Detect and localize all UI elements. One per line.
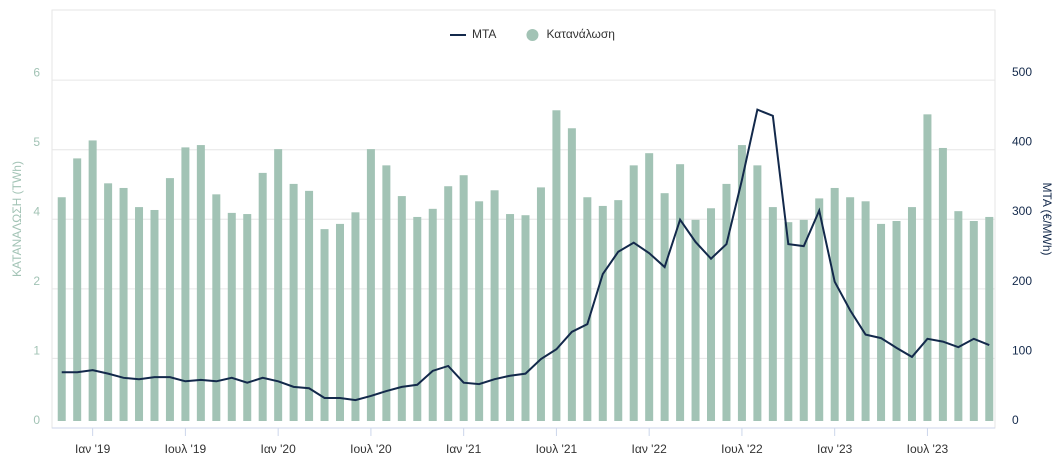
bar xyxy=(119,187,128,421)
y2-tick-label: 300 xyxy=(1012,204,1032,218)
bar xyxy=(737,145,746,422)
bar xyxy=(722,183,731,421)
bar xyxy=(135,207,144,421)
bar xyxy=(444,186,453,421)
bar xyxy=(428,208,437,421)
y-tick-label: 2 xyxy=(33,274,40,288)
bar xyxy=(861,201,870,421)
y-tick-label: 1 xyxy=(33,344,40,358)
x-tick-label: Ιαν '19 xyxy=(75,442,111,456)
bar xyxy=(305,190,314,421)
bar xyxy=(799,219,808,421)
x-tick-label: Ιουλ '23 xyxy=(907,442,949,456)
bar xyxy=(877,223,886,421)
x-tick-label: Ιουλ '21 xyxy=(536,442,578,456)
bar xyxy=(521,215,530,421)
bar xyxy=(707,208,716,421)
x-tick-label: Ιουλ '19 xyxy=(165,442,207,456)
bar xyxy=(676,164,685,422)
legend-label: Κατανάλωση xyxy=(546,27,615,41)
bar xyxy=(397,196,406,421)
x-tick-label: Ιαν '22 xyxy=(632,442,668,456)
bar xyxy=(243,214,252,421)
bar xyxy=(660,193,669,421)
bar xyxy=(475,201,484,421)
x-tick-label: Ιαν '23 xyxy=(817,442,853,456)
bar xyxy=(954,211,963,421)
bar xyxy=(320,229,329,421)
bar xyxy=(583,197,592,421)
bar xyxy=(567,128,576,421)
bar xyxy=(57,197,66,421)
bar xyxy=(335,223,344,421)
bar xyxy=(258,172,267,421)
bar xyxy=(815,198,824,421)
bar xyxy=(753,165,762,421)
x-tick-label: Ιουλ '20 xyxy=(350,442,392,456)
y2-tick-label: 400 xyxy=(1012,135,1032,149)
x-tick-label: Ιουλ '22 xyxy=(721,442,763,456)
y-axis-title: ΚΑΤΑΝΑΛΩΣΗ (TWh) xyxy=(10,161,24,277)
bar xyxy=(614,200,623,421)
x-tick-label: Ιαν '20 xyxy=(261,442,297,456)
bar xyxy=(459,175,468,421)
bar xyxy=(923,114,932,421)
bar xyxy=(969,221,978,421)
bar xyxy=(351,212,360,421)
bar xyxy=(598,205,607,421)
y2-axis-title: MTA (€/MWh) xyxy=(1040,182,1054,255)
bar xyxy=(985,216,994,421)
bar xyxy=(506,214,515,421)
bar xyxy=(645,153,654,421)
y-tick-label: 6 xyxy=(33,65,40,79)
bar xyxy=(196,145,205,422)
bar xyxy=(382,165,391,421)
bar xyxy=(104,183,113,421)
bar xyxy=(552,110,561,421)
bar xyxy=(536,187,545,421)
bar xyxy=(938,147,947,421)
bar xyxy=(212,194,221,421)
bar xyxy=(274,149,283,421)
bar xyxy=(784,222,793,421)
bar xyxy=(830,187,839,421)
bar xyxy=(165,178,174,421)
bar xyxy=(413,216,422,421)
bar xyxy=(907,207,916,421)
y2-tick-label: 100 xyxy=(1012,344,1032,358)
bar xyxy=(629,165,638,421)
y-tick-label: 0 xyxy=(33,413,40,427)
bar xyxy=(150,209,159,421)
bar xyxy=(691,219,700,421)
bar xyxy=(768,207,777,421)
y-tick-label: 5 xyxy=(33,135,40,149)
x-tick-label: Ιαν '21 xyxy=(446,442,482,456)
legend-label: MTA xyxy=(472,27,496,41)
bar xyxy=(88,140,97,421)
y-tick-label: 4 xyxy=(33,204,40,218)
bar xyxy=(366,149,375,421)
y2-tick-label: 0 xyxy=(1012,413,1019,427)
bar xyxy=(73,158,82,421)
line xyxy=(61,108,990,402)
bar xyxy=(289,183,298,421)
bar xyxy=(181,147,190,421)
y2-tick-label: 500 xyxy=(1012,65,1032,79)
bar xyxy=(892,221,901,421)
legend-marker xyxy=(526,29,539,41)
bar xyxy=(227,212,236,421)
y2-tick-label: 200 xyxy=(1012,274,1032,288)
bar xyxy=(490,190,499,421)
